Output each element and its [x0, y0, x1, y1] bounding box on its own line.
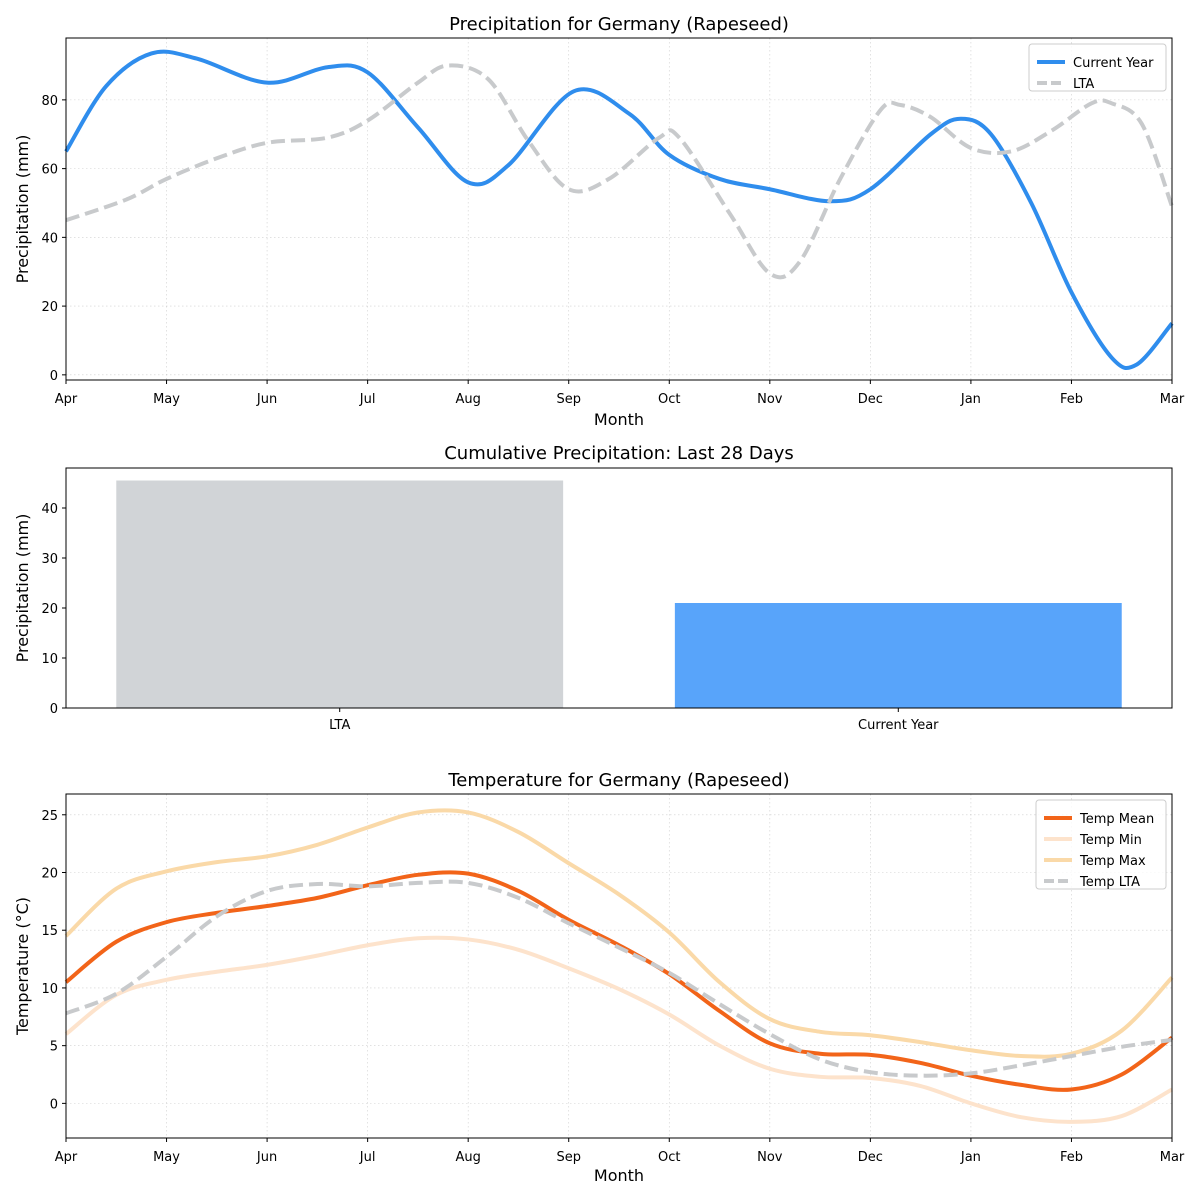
temperature-y-tick-label: 5	[50, 1040, 58, 1055]
precipitation-series-lta	[65, 63, 1174, 280]
temperature-x-tick-label: Jul	[359, 1150, 376, 1165]
cumulative-y-tick-label: 40	[41, 502, 58, 517]
precipitation-chart-title: Precipitation for Germany (Rapeseed)	[449, 14, 789, 35]
cumulative-y-tick-label: 20	[41, 602, 58, 617]
temperature-y-axis-label: Temperature (°C)	[13, 897, 32, 1036]
temperature-x-axis-label: Month	[594, 1166, 644, 1185]
temperature-legend-label-temp-max: Temp Max	[1079, 854, 1146, 869]
temperature-y-tick-label: 0	[50, 1097, 58, 1112]
temperature-series-temp-mean	[64, 870, 1174, 1092]
temperature-x-tick-label: May	[153, 1150, 180, 1165]
cumulative-precipitation-bar-chart: Cumulative Precipitation: Last 28 Days L…	[13, 443, 1173, 733]
temperature-x-tick-label: Feb	[1060, 1150, 1083, 1165]
precipitation-y-tick-label: 80	[41, 94, 58, 109]
cumulative-bar-current-year	[674, 603, 1122, 708]
temperature-series-temp-min	[64, 935, 1173, 1124]
precipitation-legend: Current Year LTA	[1028, 43, 1167, 92]
precipitation-plot-frame	[65, 37, 1173, 381]
cumulative-y-tick-label: 30	[41, 552, 58, 567]
precipitation-x-tick-label: Apr	[55, 392, 78, 407]
temperature-x-tick-label: Jan	[960, 1150, 981, 1165]
precipitation-legend-frame	[1028, 43, 1167, 92]
temperature-y-tick-label: 20	[41, 866, 58, 881]
precipitation-x-tick-label: Mar	[1160, 392, 1185, 407]
temperature-x-tick-label: Sep	[556, 1150, 581, 1165]
precipitation-x-tick-label: Dec	[858, 392, 883, 407]
cumulative-y-tick-label: 10	[41, 652, 58, 667]
cumulative-bar-lta	[116, 480, 564, 708]
precipitation-series-current-year	[64, 49, 1174, 371]
temperature-line-chart: Temperature for Germany (Rapeseed) Apr Ma…	[13, 770, 1185, 1185]
precipitation-y-tick-label: 40	[41, 231, 58, 246]
temperature-legend-label-temp-min: Temp Min	[1079, 833, 1142, 848]
precipitation-x-axis-label: Month	[594, 410, 644, 429]
cumulative-chart-title: Cumulative Precipitation: Last 28 Days	[444, 443, 794, 464]
precipitation-x-tick-label: Feb	[1060, 392, 1083, 407]
temperature-series-temp-lta	[65, 879, 1173, 1078]
temperature-legend-label-temp-mean: Temp Mean	[1079, 812, 1154, 827]
precipitation-x-tick-label: Nov	[757, 392, 783, 407]
precipitation-y-tick-label: 60	[41, 163, 58, 178]
precipitation-line-chart: Precipitation for Germany (Rapeseed) Apr…	[13, 14, 1185, 429]
temperature-y-tick-label: 15	[41, 924, 58, 939]
temperature-chart-title: Temperature for Germany (Rapeseed)	[447, 770, 789, 791]
temperature-legend: Temp Mean Temp Min Temp Max Temp LTA	[1035, 799, 1167, 890]
precipitation-x-tick-label: Jul	[359, 392, 376, 407]
precipitation-x-tick-label: May	[153, 392, 180, 407]
temperature-x-tick-label: Oct	[658, 1150, 680, 1165]
precipitation-y-tick-label: 20	[41, 300, 58, 315]
temperature-x-tick-label: Aug	[455, 1150, 480, 1165]
precipitation-x-tick-label: Sep	[556, 392, 581, 407]
temperature-y-tick-label: 25	[41, 809, 58, 824]
cumulative-x-tick-label: LTA	[329, 718, 350, 733]
precipitation-x-tick-label: Aug	[455, 392, 480, 407]
temperature-x-tick-label: Nov	[757, 1150, 783, 1165]
precipitation-x-tick-label: Jan	[960, 392, 981, 407]
temperature-legend-label-temp-lta: Temp LTA	[1079, 875, 1140, 890]
temperature-plot-frame	[65, 793, 1173, 1139]
temperature-legend-frame	[1035, 799, 1167, 890]
precipitation-x-tick-label: Jun	[256, 392, 277, 407]
temperature-y-tick-label: 10	[41, 982, 58, 997]
temperature-series-temp-max	[64, 808, 1174, 1059]
cumulative-plot-frame	[65, 467, 1173, 709]
precipitation-x-tick-label: Oct	[658, 392, 680, 407]
temperature-x-tick-label: Apr	[55, 1150, 78, 1165]
cumulative-x-tick-label: Current Year	[858, 718, 939, 733]
precipitation-y-tick-label: 0	[50, 369, 58, 384]
precipitation-legend-label-lta: LTA	[1073, 77, 1094, 92]
precipitation-y-axis-label: Precipitation (mm)	[13, 135, 32, 284]
cumulative-y-tick-label: 0	[50, 702, 58, 717]
temperature-x-tick-label: Jun	[256, 1150, 277, 1165]
precipitation-legend-label-current-year: Current Year	[1073, 56, 1154, 71]
temperature-x-tick-label: Dec	[858, 1150, 883, 1165]
cumulative-y-axis-label: Precipitation (mm)	[13, 514, 32, 663]
temperature-x-tick-label: Mar	[1160, 1150, 1185, 1165]
